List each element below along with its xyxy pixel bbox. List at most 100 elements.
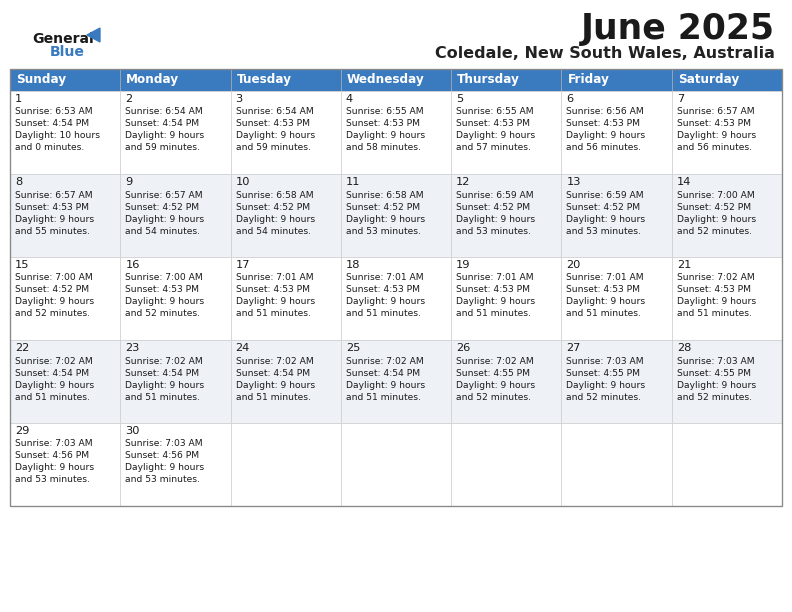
Bar [230, 174, 341, 257]
Text: and 53 minutes.: and 53 minutes. [456, 226, 531, 236]
Bar [341, 69, 451, 91]
Text: and 51 minutes.: and 51 minutes. [235, 392, 310, 401]
Bar [562, 257, 672, 340]
Text: Sunset: 4:53 PM: Sunset: 4:53 PM [15, 203, 89, 212]
Text: and 51 minutes.: and 51 minutes. [15, 392, 89, 401]
Text: and 54 minutes.: and 54 minutes. [235, 226, 310, 236]
Text: Sunset: 4:52 PM: Sunset: 4:52 PM [566, 203, 641, 212]
Text: and 57 minutes.: and 57 minutes. [456, 143, 531, 152]
Bar [120, 257, 230, 340]
Text: 1: 1 [15, 94, 22, 104]
Bar [341, 91, 451, 174]
Bar [672, 340, 782, 423]
Text: 2: 2 [125, 94, 132, 104]
Text: Sunset: 4:53 PM: Sunset: 4:53 PM [235, 286, 310, 294]
Text: and 52 minutes.: and 52 minutes. [676, 226, 752, 236]
Text: Sunset: 4:52 PM: Sunset: 4:52 PM [125, 203, 200, 212]
Text: 23: 23 [125, 343, 139, 353]
Text: Daylight: 9 hours: Daylight: 9 hours [676, 132, 756, 141]
Bar [120, 174, 230, 257]
Text: Sunrise: 7:03 AM: Sunrise: 7:03 AM [566, 357, 644, 365]
Text: Daylight: 10 hours: Daylight: 10 hours [15, 132, 100, 141]
Text: 24: 24 [235, 343, 249, 353]
Text: 3: 3 [235, 94, 243, 104]
Text: and 59 minutes.: and 59 minutes. [125, 143, 200, 152]
Text: 28: 28 [676, 343, 691, 353]
Text: Sunrise: 6:59 AM: Sunrise: 6:59 AM [456, 190, 534, 200]
Text: Sunset: 4:53 PM: Sunset: 4:53 PM [456, 119, 530, 129]
Text: Sunrise: 7:01 AM: Sunrise: 7:01 AM [456, 274, 534, 283]
Text: Sunrise: 7:03 AM: Sunrise: 7:03 AM [125, 439, 203, 449]
Text: Sunset: 4:52 PM: Sunset: 4:52 PM [456, 203, 531, 212]
Text: Thursday: Thursday [457, 73, 520, 86]
Text: Daylight: 9 hours: Daylight: 9 hours [676, 381, 756, 389]
Text: Coledale, New South Wales, Australia: Coledale, New South Wales, Australia [435, 47, 775, 61]
Text: and 54 minutes.: and 54 minutes. [125, 226, 200, 236]
Text: and 51 minutes.: and 51 minutes. [346, 310, 421, 318]
Text: Sunset: 4:53 PM: Sunset: 4:53 PM [125, 286, 200, 294]
Text: Daylight: 9 hours: Daylight: 9 hours [456, 381, 535, 389]
Text: and 52 minutes.: and 52 minutes. [566, 392, 642, 401]
Text: and 0 minutes.: and 0 minutes. [15, 143, 84, 152]
Bar [672, 69, 782, 91]
Text: and 52 minutes.: and 52 minutes. [15, 310, 90, 318]
Bar [672, 257, 782, 340]
Text: Daylight: 9 hours: Daylight: 9 hours [125, 463, 204, 472]
Text: Sunset: 4:55 PM: Sunset: 4:55 PM [676, 368, 751, 378]
Text: Saturday: Saturday [678, 73, 739, 86]
Text: and 51 minutes.: and 51 minutes. [235, 310, 310, 318]
Text: and 51 minutes.: and 51 minutes. [456, 310, 531, 318]
Bar [562, 340, 672, 423]
Text: and 52 minutes.: and 52 minutes. [125, 310, 200, 318]
Text: Sunset: 4:52 PM: Sunset: 4:52 PM [676, 203, 751, 212]
Text: Daylight: 9 hours: Daylight: 9 hours [235, 297, 314, 307]
Text: Sunrise: 7:03 AM: Sunrise: 7:03 AM [15, 439, 93, 449]
Text: and 53 minutes.: and 53 minutes. [15, 476, 89, 485]
Bar [120, 340, 230, 423]
Text: 5: 5 [456, 94, 463, 104]
Bar [451, 174, 562, 257]
Text: Sunset: 4:55 PM: Sunset: 4:55 PM [566, 368, 641, 378]
Text: 4: 4 [346, 94, 353, 104]
Text: Sunset: 4:54 PM: Sunset: 4:54 PM [346, 368, 420, 378]
Text: Sunset: 4:53 PM: Sunset: 4:53 PM [676, 119, 751, 129]
Text: Sunday: Sunday [16, 73, 66, 86]
Text: Sunset: 4:55 PM: Sunset: 4:55 PM [456, 368, 530, 378]
Text: Sunrise: 6:53 AM: Sunrise: 6:53 AM [15, 108, 93, 116]
Text: Sunrise: 7:00 AM: Sunrise: 7:00 AM [676, 190, 755, 200]
Text: Daylight: 9 hours: Daylight: 9 hours [15, 381, 94, 389]
Text: 11: 11 [346, 177, 360, 187]
Text: Daylight: 9 hours: Daylight: 9 hours [456, 297, 535, 307]
Text: Daylight: 9 hours: Daylight: 9 hours [676, 214, 756, 223]
Text: Daylight: 9 hours: Daylight: 9 hours [15, 214, 94, 223]
Text: Sunset: 4:53 PM: Sunset: 4:53 PM [566, 119, 641, 129]
Text: Blue: Blue [50, 45, 85, 59]
Bar [451, 423, 562, 506]
Text: Sunrise: 6:57 AM: Sunrise: 6:57 AM [676, 108, 754, 116]
Text: Sunrise: 7:01 AM: Sunrise: 7:01 AM [346, 274, 424, 283]
Text: Sunset: 4:52 PM: Sunset: 4:52 PM [15, 286, 89, 294]
Text: 8: 8 [15, 177, 22, 187]
Text: Sunset: 4:54 PM: Sunset: 4:54 PM [235, 368, 310, 378]
Text: Daylight: 9 hours: Daylight: 9 hours [566, 132, 645, 141]
Text: and 51 minutes.: and 51 minutes. [566, 310, 642, 318]
Text: Daylight: 9 hours: Daylight: 9 hours [235, 381, 314, 389]
Text: Sunset: 4:54 PM: Sunset: 4:54 PM [15, 119, 89, 129]
Text: Sunset: 4:54 PM: Sunset: 4:54 PM [125, 368, 200, 378]
Text: Daylight: 9 hours: Daylight: 9 hours [456, 214, 535, 223]
Text: Daylight: 9 hours: Daylight: 9 hours [125, 297, 204, 307]
Text: Daylight: 9 hours: Daylight: 9 hours [566, 381, 645, 389]
Text: and 52 minutes.: and 52 minutes. [456, 392, 531, 401]
Bar [10, 257, 120, 340]
Bar [120, 91, 230, 174]
Bar [230, 423, 341, 506]
Text: 10: 10 [235, 177, 250, 187]
Text: Sunrise: 6:58 AM: Sunrise: 6:58 AM [346, 190, 424, 200]
Text: Daylight: 9 hours: Daylight: 9 hours [566, 297, 645, 307]
Bar [562, 174, 672, 257]
Bar [341, 423, 451, 506]
Text: Sunrise: 6:55 AM: Sunrise: 6:55 AM [456, 108, 534, 116]
Text: Sunset: 4:52 PM: Sunset: 4:52 PM [235, 203, 310, 212]
Text: Sunset: 4:53 PM: Sunset: 4:53 PM [456, 286, 530, 294]
Text: Sunrise: 6:56 AM: Sunrise: 6:56 AM [566, 108, 644, 116]
